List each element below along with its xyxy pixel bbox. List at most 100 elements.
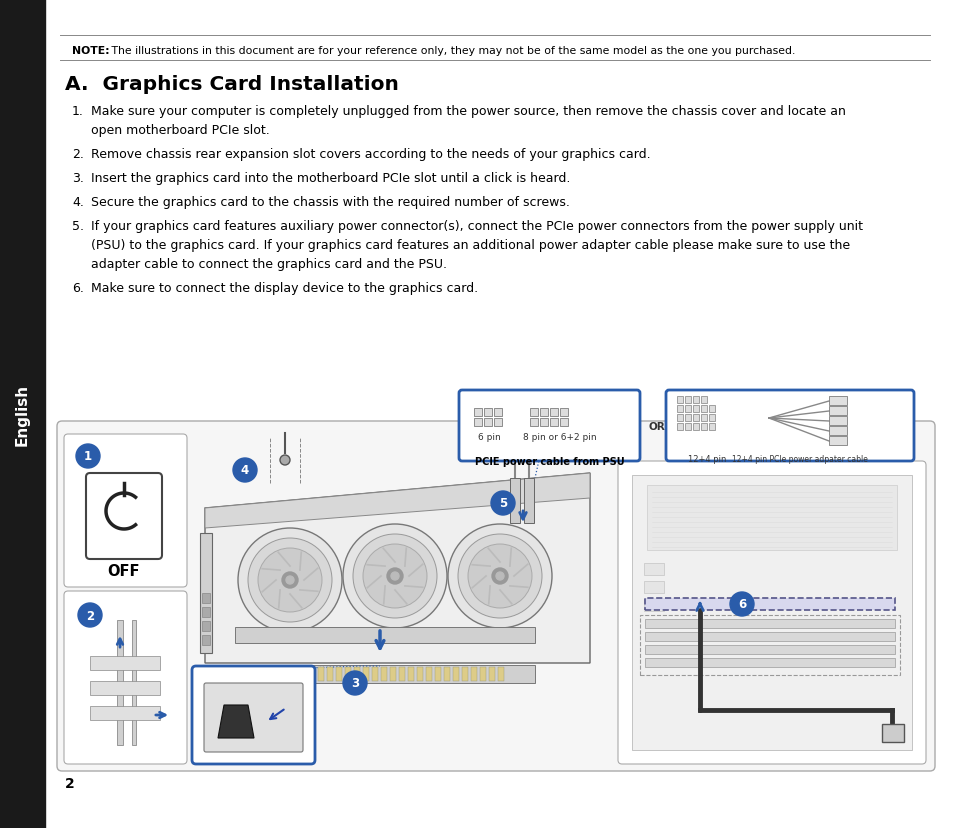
Circle shape — [468, 544, 532, 609]
Circle shape — [363, 544, 427, 609]
Circle shape — [248, 538, 332, 623]
Bar — [828, 397, 846, 406]
Bar — [646, 485, 896, 551]
Bar — [234, 665, 535, 683]
Text: 4: 4 — [240, 464, 249, 477]
Bar — [273, 667, 278, 681]
Text: 1: 1 — [84, 450, 92, 463]
Bar — [700, 415, 706, 421]
Bar — [559, 408, 567, 416]
Text: Remove chassis rear expansion slot covers according to the needs of your graphic: Remove chassis rear expansion slot cover… — [91, 148, 650, 161]
FancyBboxPatch shape — [192, 667, 314, 764]
Bar — [234, 628, 535, 643]
Bar — [828, 416, 846, 426]
Circle shape — [343, 524, 447, 628]
Bar — [677, 406, 682, 412]
Bar — [828, 407, 846, 416]
Bar — [363, 667, 369, 681]
Bar — [639, 615, 899, 675]
Text: Secure the graphics card to the chassis with the required number of screws.: Secure the graphics card to the chassis … — [91, 195, 569, 209]
Bar — [684, 423, 690, 431]
Bar — [644, 658, 894, 667]
Bar — [644, 633, 894, 641]
Polygon shape — [218, 705, 253, 738]
Circle shape — [729, 592, 753, 616]
Circle shape — [78, 604, 102, 628]
Bar — [708, 415, 714, 421]
Bar — [530, 408, 537, 416]
Text: Make sure your computer is completely unplugged from the power source, then remo: Make sure your computer is completely un… — [91, 105, 845, 118]
Text: 6: 6 — [737, 598, 745, 611]
Bar — [692, 423, 699, 431]
Text: NOTE:: NOTE: — [71, 46, 110, 56]
Bar — [398, 667, 405, 681]
Bar — [530, 418, 537, 426]
Bar — [700, 397, 706, 403]
Bar — [380, 667, 387, 681]
Bar — [202, 621, 210, 631]
Circle shape — [448, 524, 552, 628]
Text: 5.: 5. — [71, 219, 84, 233]
Polygon shape — [205, 474, 589, 663]
FancyBboxPatch shape — [86, 474, 162, 560]
Text: PCIE power cable from PSU: PCIE power cable from PSU — [475, 456, 623, 466]
Bar — [345, 667, 351, 681]
Bar — [202, 607, 210, 617]
Text: 3: 3 — [351, 676, 358, 690]
Bar — [643, 563, 663, 575]
Bar — [643, 581, 663, 594]
Bar — [327, 667, 333, 681]
Bar — [200, 533, 212, 653]
Bar — [90, 706, 160, 720]
Bar — [291, 667, 296, 681]
Bar — [282, 667, 288, 681]
Bar — [443, 667, 450, 681]
Bar — [644, 645, 894, 654]
Bar — [202, 635, 210, 645]
Bar — [828, 426, 846, 436]
Text: The illustrations in this document are for your reference only, they may not be : The illustrations in this document are f… — [108, 46, 795, 56]
FancyBboxPatch shape — [618, 461, 925, 764]
FancyBboxPatch shape — [458, 391, 639, 461]
Text: English: English — [14, 383, 30, 445]
Text: 2.: 2. — [71, 148, 84, 161]
Bar — [644, 619, 894, 628]
Bar — [523, 479, 534, 523]
Text: (PSU) to the graphics card. If your graphics card features an additional power a: (PSU) to the graphics card. If your grap… — [91, 238, 849, 252]
Bar — [309, 667, 314, 681]
FancyBboxPatch shape — [64, 591, 187, 764]
Circle shape — [491, 491, 515, 515]
Bar — [254, 667, 261, 681]
Circle shape — [286, 576, 294, 585]
FancyBboxPatch shape — [665, 391, 913, 461]
FancyBboxPatch shape — [64, 435, 187, 587]
Bar — [550, 418, 558, 426]
Text: adapter cable to connect the graphics card and the PSU.: adapter cable to connect the graphics ca… — [91, 258, 447, 271]
Circle shape — [492, 568, 507, 585]
Bar — [708, 423, 714, 431]
Circle shape — [387, 568, 402, 585]
Circle shape — [237, 528, 341, 633]
Text: 12+4 pin: 12+4 pin — [687, 455, 725, 464]
Bar — [684, 415, 690, 421]
Bar — [202, 594, 210, 604]
Text: OR: OR — [648, 421, 665, 431]
Bar — [494, 408, 501, 416]
Bar — [236, 667, 243, 681]
Text: OFF: OFF — [108, 563, 140, 578]
Bar — [117, 620, 123, 745]
Bar — [0, 0, 45, 828]
Circle shape — [233, 459, 256, 483]
Bar — [471, 667, 476, 681]
Bar — [494, 418, 501, 426]
Bar — [264, 667, 270, 681]
Bar — [390, 667, 395, 681]
Bar — [692, 415, 699, 421]
Bar — [453, 667, 458, 681]
Text: 4.: 4. — [71, 195, 84, 209]
Bar — [497, 667, 503, 681]
Bar — [132, 620, 136, 745]
Text: Insert the graphics card into the motherboard PCIe slot until a click is heard.: Insert the graphics card into the mother… — [91, 171, 570, 185]
Bar — [426, 667, 432, 681]
Circle shape — [282, 572, 297, 588]
